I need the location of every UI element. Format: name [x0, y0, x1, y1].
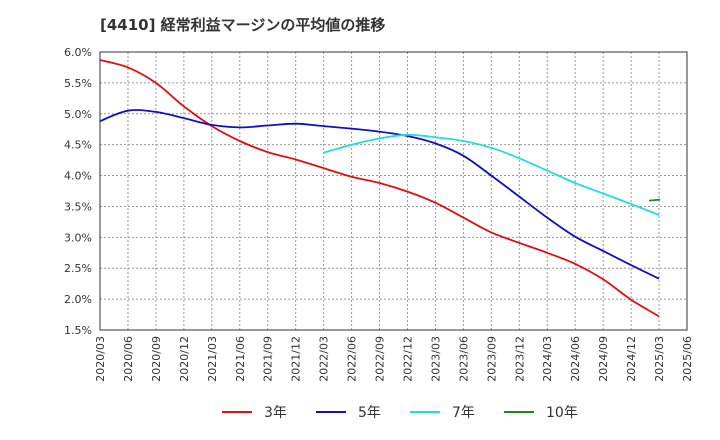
plot-frame [99, 51, 688, 331]
x-tick-label: 2023/09 [485, 336, 498, 382]
x-tick-label: 2024/09 [597, 336, 610, 382]
legend-label: 5年 [358, 405, 381, 421]
x-tick-label: 2020/12 [178, 336, 191, 382]
y-tick-label: 3.5% [64, 200, 92, 213]
x-tick-label: 2023/12 [513, 336, 526, 382]
x-axis-ticks: 2020/03 2020/06 2020/09 2020/12 2021/03 2021/… [94, 336, 694, 382]
x-tick-label: 2020/06 [122, 336, 135, 382]
x-tick-label: 2021/06 [234, 336, 247, 382]
x-tick-label: 2021/03 [206, 336, 219, 382]
x-tick-label: 2024/06 [569, 336, 582, 382]
series-line-3年 [99, 59, 660, 318]
series-line-10年 [648, 198, 661, 202]
y-tick-label: 2.0% [64, 293, 92, 306]
x-tick-label: 2021/09 [262, 336, 275, 382]
x-tick-label: 2023/03 [429, 336, 442, 382]
y-tick-label: 1.5% [64, 324, 92, 337]
y-tick-label: 5.0% [64, 108, 92, 121]
x-tick-label: 2024/12 [625, 336, 638, 382]
x-tick-label: 2021/12 [290, 336, 303, 382]
legend-label: 7年 [452, 405, 475, 421]
x-tick-label: 2023/06 [457, 336, 470, 382]
y-tick-label: 4.5% [64, 139, 92, 152]
x-tick-label: 2022/06 [346, 336, 359, 382]
y-axis-ticks: 6.0% 5.5% 5.0% 4.5% 4.0% 3.5% 3.0% 2.5% 2.0% 1.5% [64, 46, 92, 337]
y-tick-label: 6.0% [64, 46, 92, 59]
series-line-5年 [99, 109, 660, 280]
legend: 3年 5年 7年 10年 [222, 405, 578, 421]
series-lines [99, 59, 661, 318]
series-line-7年 [323, 133, 660, 216]
y-tick-label: 2.5% [64, 262, 92, 275]
x-tick-label: 2020/03 [94, 336, 107, 382]
y-tick-label: 5.5% [64, 77, 92, 90]
legend-label: 3年 [264, 405, 287, 421]
x-tick-label: 2022/03 [318, 336, 331, 382]
x-tick-label: 2024/03 [541, 336, 554, 382]
y-tick-label: 4.0% [64, 170, 92, 183]
x-tick-label: 2025/03 [653, 336, 666, 382]
x-tick-label: 2025/06 [681, 336, 694, 382]
x-tick-label: 2022/09 [374, 336, 387, 382]
x-tick-label: 2020/09 [150, 336, 163, 382]
x-tick-label: 2022/12 [401, 336, 414, 382]
legend-label: 10年 [546, 405, 578, 421]
chart-title: [4410] 経常利益マージンの平均値の推移 [100, 16, 386, 34]
y-tick-label: 3.0% [64, 231, 92, 244]
